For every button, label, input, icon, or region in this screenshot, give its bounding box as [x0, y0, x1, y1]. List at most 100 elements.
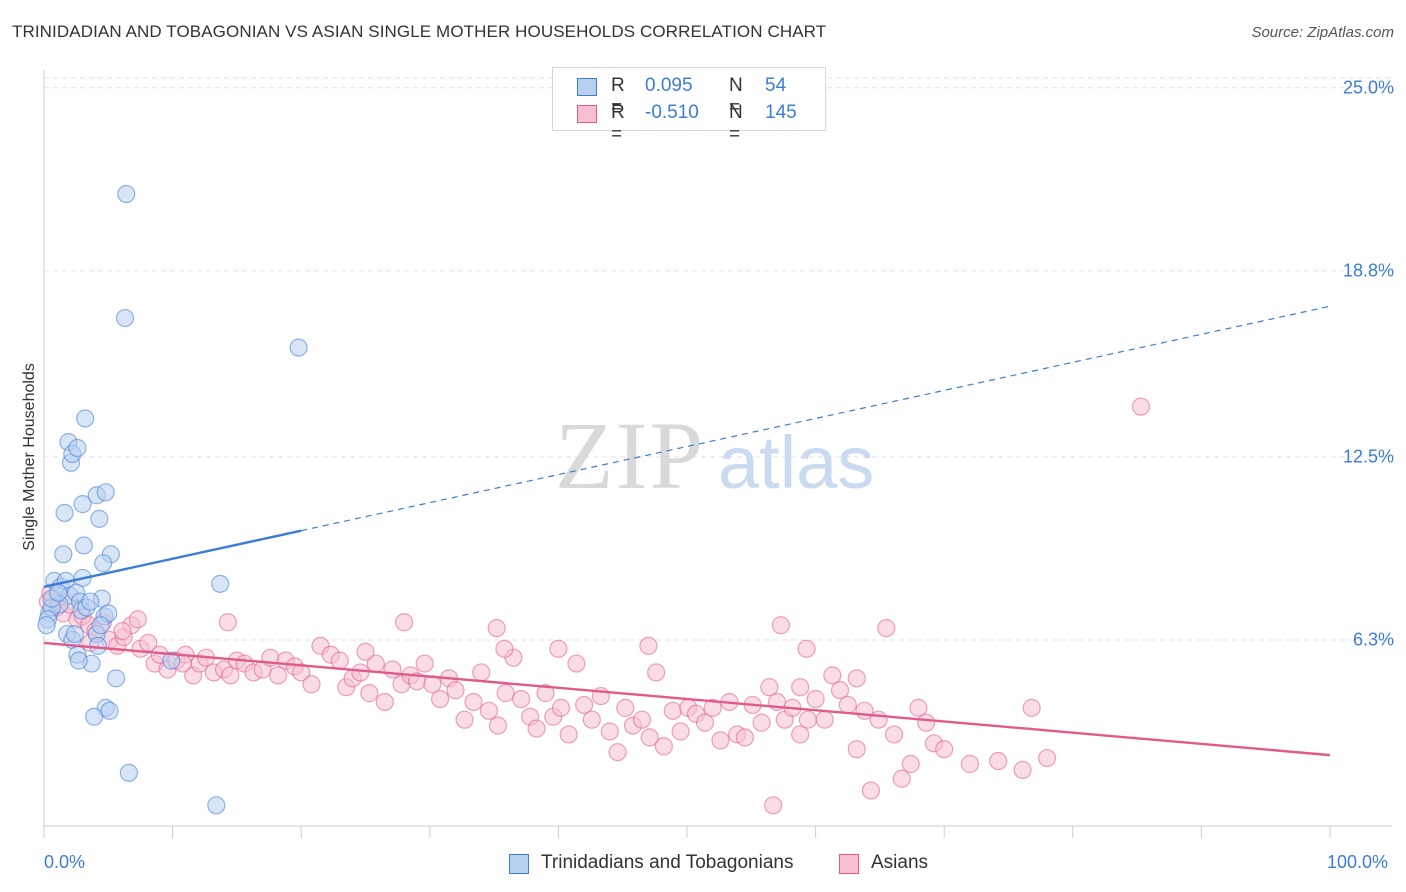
asians-point[interactable] [735, 728, 754, 747]
asians-point[interactable] [218, 613, 237, 632]
trinidadians-point[interactable] [85, 707, 104, 726]
asians-point[interactable] [549, 639, 568, 658]
asians-point[interactable] [551, 698, 571, 717]
trinidadians-point[interactable] [106, 669, 126, 688]
asians-point[interactable] [917, 713, 936, 732]
asians-point[interactable] [512, 689, 531, 709]
asians-point[interactable] [479, 701, 499, 720]
asians-point[interactable] [798, 710, 817, 729]
asians-point[interactable] [330, 651, 349, 670]
asians-point[interactable] [292, 663, 311, 682]
asians-point[interactable] [360, 684, 379, 703]
asians-point[interactable] [960, 754, 980, 774]
asians-point[interactable] [527, 719, 546, 738]
trinidadians-point[interactable] [94, 554, 113, 573]
asians-point[interactable] [797, 639, 816, 658]
asians-point[interactable] [1131, 397, 1151, 416]
trinidadians-point[interactable] [55, 503, 74, 523]
trinidadians-point[interactable] [162, 651, 181, 670]
trinidadians-point[interactable] [117, 184, 136, 204]
trinidadians-point[interactable] [88, 636, 108, 655]
trinidadians-point[interactable] [90, 509, 109, 528]
trinidadians-point[interactable] [74, 536, 93, 555]
asians-point[interactable] [764, 796, 783, 815]
asians-point[interactable] [1022, 698, 1041, 717]
asians-point[interactable] [394, 613, 414, 632]
asians-point[interactable] [567, 654, 586, 673]
asians-point[interactable] [600, 722, 619, 741]
asians-point[interactable] [1037, 748, 1057, 768]
asians-point[interactable] [488, 716, 508, 735]
trinidadians-point[interactable] [68, 438, 87, 458]
asians-point[interactable] [806, 689, 825, 709]
asians-point[interactable] [909, 698, 928, 717]
asians-point[interactable] [616, 698, 635, 717]
trinidadians-point[interactable] [65, 624, 84, 644]
asians-point[interactable] [430, 689, 450, 709]
trinidadians-point[interactable] [115, 308, 135, 328]
asians-point[interactable] [455, 710, 474, 729]
trinidadians-point[interactable] [73, 495, 92, 514]
asians-point[interactable] [838, 695, 857, 715]
asians-point[interactable] [901, 754, 920, 774]
asians-point[interactable] [703, 698, 722, 717]
asians-point[interactable] [877, 619, 896, 638]
asians-point[interactable] [640, 728, 659, 747]
asians-point[interactable] [647, 663, 666, 682]
asians-point[interactable] [608, 743, 627, 762]
asians-point[interactable] [771, 616, 790, 635]
trinidadians-point[interactable] [54, 545, 73, 564]
asians-point[interactable] [415, 654, 434, 673]
asians-point[interactable] [472, 663, 491, 682]
trinidadians-point[interactable] [289, 338, 308, 357]
asians-point[interactable] [302, 675, 321, 694]
asians-point[interactable] [892, 769, 911, 788]
asians-point[interactable] [128, 610, 147, 629]
trinidadians-point[interactable] [76, 409, 95, 428]
asians-point[interactable] [464, 692, 483, 712]
asians-point[interactable] [861, 781, 880, 800]
asians-point[interactable] [935, 740, 954, 759]
asians-point[interactable] [495, 639, 514, 658]
asians-point[interactable] [884, 725, 904, 744]
asians-point[interactable] [1013, 760, 1032, 779]
trinidadians-point[interactable] [37, 616, 56, 635]
asians-point[interactable] [815, 710, 834, 729]
asians-point[interactable] [559, 725, 578, 744]
asians-point[interactable] [791, 725, 810, 744]
asians-point[interactable] [830, 681, 850, 700]
trinidadians-point[interactable] [211, 574, 230, 593]
asians-point[interactable] [487, 619, 506, 638]
trinidadians-point[interactable] [69, 651, 88, 670]
asians-point[interactable] [752, 713, 771, 732]
asians-point[interactable] [536, 684, 555, 703]
trinidadians-point[interactable] [81, 592, 100, 611]
asians-point[interactable] [639, 636, 658, 655]
asians-point[interactable] [847, 669, 866, 688]
asians-point[interactable] [356, 642, 375, 661]
asians-point[interactable] [711, 731, 730, 750]
asians-point[interactable] [375, 692, 394, 712]
asians-point[interactable] [847, 740, 866, 759]
trinidadians-point[interactable] [91, 616, 110, 635]
trinidadians-point[interactable] [100, 701, 119, 720]
asians-point[interactable] [268, 666, 288, 685]
asians-point[interactable] [869, 710, 888, 729]
asians-point[interactable] [446, 681, 465, 700]
asians-point[interactable] [663, 701, 682, 720]
asians-point[interactable] [575, 695, 594, 715]
asians-point[interactable] [383, 660, 402, 679]
asians-point[interactable] [989, 751, 1008, 771]
asians-point[interactable] [671, 722, 690, 741]
asians-point[interactable] [695, 713, 715, 732]
trinidadians-point[interactable] [96, 483, 115, 502]
asians-point[interactable] [823, 666, 842, 685]
asians-point[interactable] [654, 737, 673, 756]
asians-point[interactable] [791, 678, 810, 697]
trinidadians-point[interactable] [119, 763, 138, 782]
trinidadians-point[interactable] [49, 583, 68, 602]
asians-point[interactable] [632, 710, 652, 729]
asians-point[interactable] [760, 678, 779, 697]
asians-point[interactable] [113, 621, 132, 641]
asians-point[interactable] [496, 684, 515, 703]
